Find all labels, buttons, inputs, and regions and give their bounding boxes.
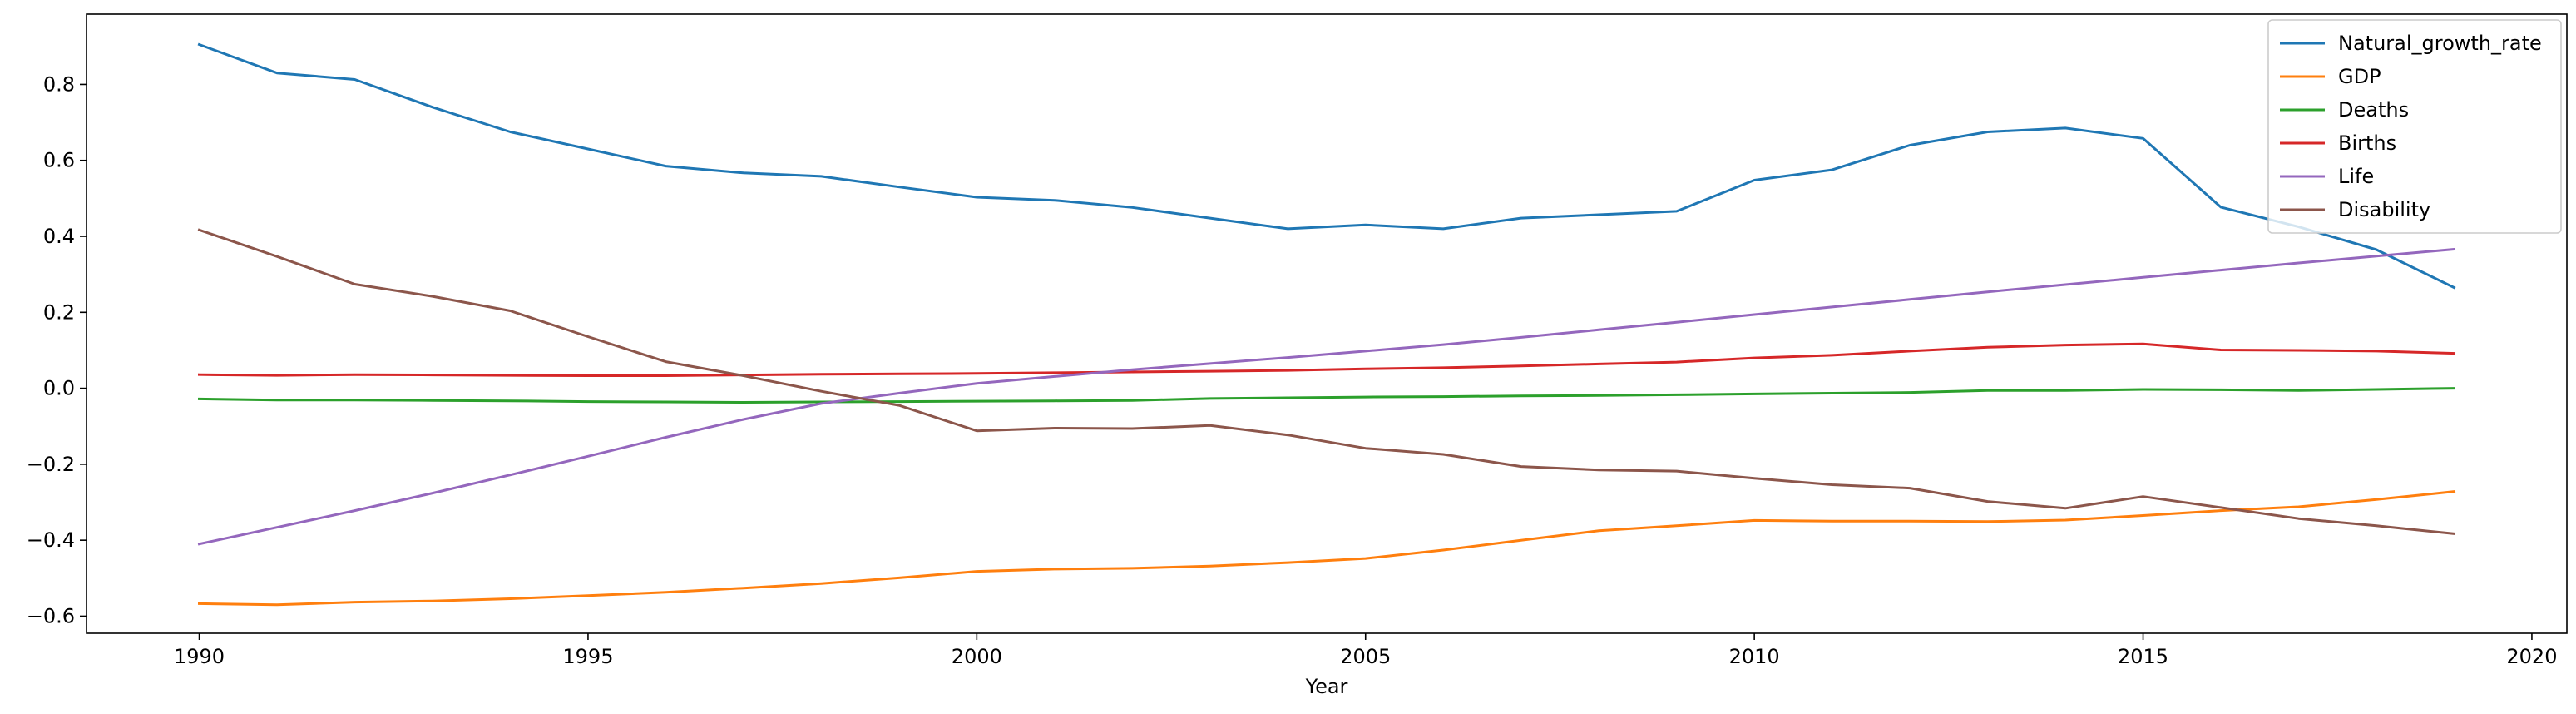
- legend-label: Deaths: [2338, 98, 2409, 121]
- y-tick-label: 0.8: [43, 72, 75, 96]
- legend-label: Life: [2338, 165, 2374, 188]
- x-tick-label: 1995: [562, 645, 613, 668]
- series-line-births: [197, 342, 2456, 377]
- y-tick-label: −0.6: [27, 604, 75, 627]
- legend-label: GDP: [2338, 65, 2381, 88]
- y-tick-label: 0.4: [43, 225, 75, 248]
- x-tick-label: 2005: [1340, 645, 1391, 668]
- y-axis: −0.6 −0.4 −0.2 0.0 0.2 0.4 0.6 0.8: [27, 72, 87, 627]
- y-tick-label: 0.6: [43, 149, 75, 172]
- x-axis: 1990 1995 2000 2005 2010 2015 2020: [174, 633, 2557, 668]
- y-tick-label: −0.2: [27, 453, 75, 476]
- y-tick-label: 0.2: [43, 300, 75, 324]
- legend-label: Births: [2338, 131, 2396, 155]
- x-tick-label: 2020: [2506, 645, 2557, 668]
- y-tick-label: −0.4: [27, 528, 75, 552]
- x-tick-label: 2015: [2118, 645, 2168, 668]
- series-line-disability: [197, 228, 2456, 536]
- legend-label: Disability: [2338, 198, 2430, 221]
- legend-label: Natural_growth_rate: [2338, 32, 2542, 55]
- plot-frame: [86, 13, 2568, 634]
- series-layer: [197, 42, 2456, 607]
- x-axis-label: Year: [1305, 675, 1348, 698]
- x-tick-label: 2000: [952, 645, 1002, 668]
- legend-box: [2267, 19, 2562, 234]
- series-line-deaths: [197, 387, 2456, 404]
- legend: Natural_growth_rate GDP Deaths Births Life Di…: [2267, 19, 2562, 234]
- y-tick-label: 0.0: [43, 377, 75, 400]
- x-tick-label: 1990: [174, 645, 225, 668]
- x-tick-label: 2010: [1729, 645, 1780, 668]
- series-line-gdp: [197, 490, 2456, 607]
- series-line-natural-growth-rate: [197, 42, 2456, 290]
- series-line-life: [197, 247, 2456, 546]
